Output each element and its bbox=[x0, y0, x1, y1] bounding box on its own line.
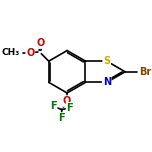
Text: F: F bbox=[50, 101, 57, 111]
Text: S: S bbox=[103, 56, 110, 66]
Text: F: F bbox=[58, 113, 65, 123]
Text: N: N bbox=[103, 77, 111, 87]
Text: O: O bbox=[63, 96, 71, 106]
Text: O: O bbox=[36, 38, 44, 48]
Text: CH₃: CH₃ bbox=[1, 48, 20, 57]
Text: O: O bbox=[26, 48, 34, 58]
Text: F: F bbox=[67, 103, 73, 113]
Text: Br: Br bbox=[140, 67, 152, 77]
